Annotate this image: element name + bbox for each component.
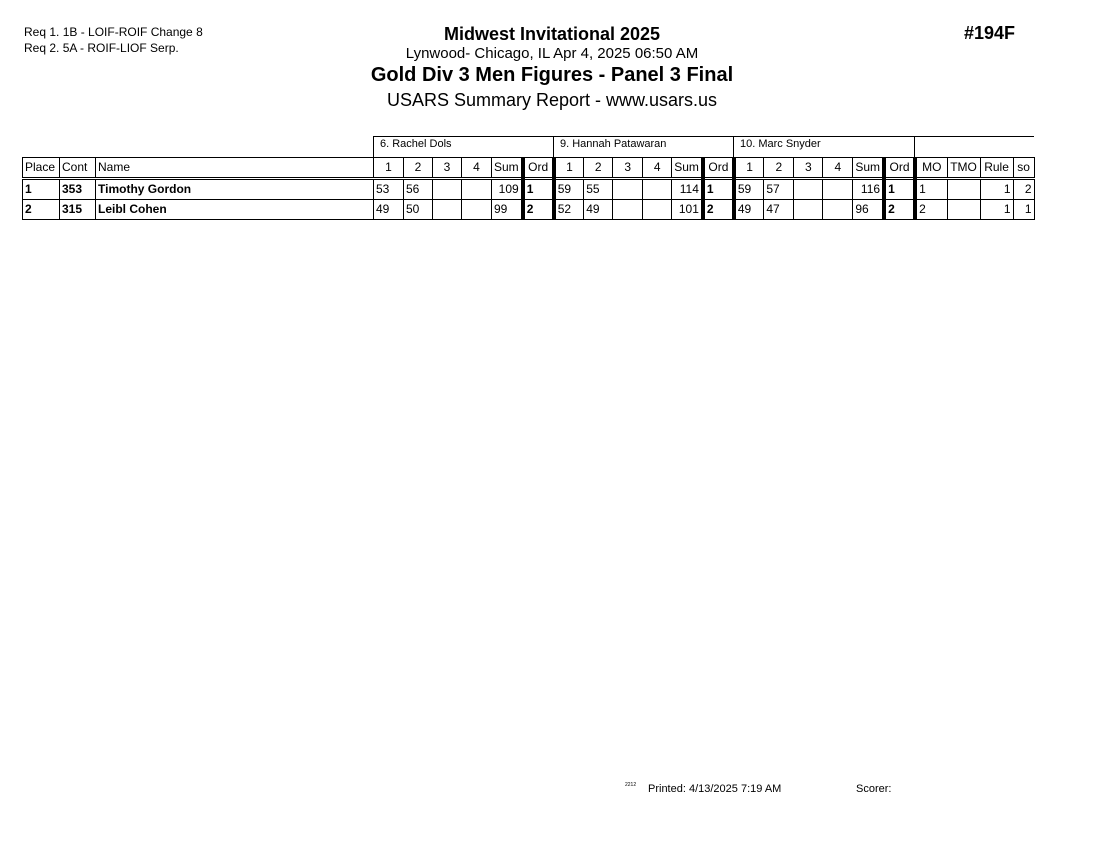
- score-cell: 50: [403, 199, 433, 220]
- col-score-1: 1: [551, 157, 585, 180]
- col-sum: Sum: [490, 157, 524, 180]
- score-cell: 55: [583, 178, 614, 200]
- score-cell: [822, 199, 854, 220]
- score-cell: [822, 178, 854, 200]
- cont-cell: 315: [59, 199, 96, 220]
- table-row: 1 353 Timothy Gordon 53 56 109 1 59 55 114 1 59 57 11…: [22, 178, 1035, 200]
- score-cell: [432, 199, 462, 220]
- score-cell: [461, 199, 492, 220]
- location-date: Lynwood- Chicago, IL Apr 4, 2025 06:50 A…: [405, 45, 699, 62]
- col-score-3: 3: [432, 157, 462, 180]
- tmo-cell: [946, 199, 981, 220]
- col-so: so: [1012, 157, 1035, 180]
- mo-cell: 1: [913, 178, 948, 200]
- col-cont: Cont: [59, 157, 96, 180]
- score-cell: 59: [551, 178, 585, 200]
- score-cell: 52: [551, 199, 585, 220]
- col-score-1: 1: [373, 157, 404, 180]
- col-sum: Sum: [852, 157, 885, 180]
- sum-cell: 96: [852, 199, 885, 220]
- col-score-3: 3: [612, 157, 644, 180]
- col-place: Place: [22, 157, 60, 180]
- score-cell: [461, 178, 492, 200]
- sum-cell: 114: [671, 178, 704, 200]
- judge-name: 10. Marc Snyder: [733, 136, 915, 158]
- col-score-3: 3: [793, 157, 824, 180]
- event-number: #194F: [964, 23, 1016, 43]
- competition-title: Midwest Invitational 2025: [443, 24, 661, 44]
- requirement-2: Req 2. 5A - ROIF-LIOF Serp.: [24, 41, 179, 55]
- score-cell: [432, 178, 462, 200]
- judge-header: 6. Rachel Dols 9. Hannah Patawaran 10. M…: [373, 136, 1034, 158]
- ord-cell: 2: [520, 199, 555, 220]
- col-rule: Rule: [979, 157, 1014, 180]
- ord-cell: 1: [882, 178, 916, 200]
- place-cell: 1: [22, 178, 60, 200]
- ord-cell: 2: [700, 199, 735, 220]
- ord-cell: 1: [700, 178, 735, 200]
- score-cell: [793, 178, 824, 200]
- col-tmo: TMO: [946, 157, 981, 180]
- so-cell: 1: [1012, 199, 1035, 220]
- col-score-2: 2: [403, 157, 433, 180]
- col-score-4: 4: [642, 157, 673, 180]
- col-ord: Ord: [520, 157, 555, 180]
- results-table: Place Cont Name 1 2 3 4 Sum Ord 1 2 3 4 Sum Ord 1 2 3 4 Sum…: [22, 157, 1035, 220]
- score-cell: [793, 199, 824, 220]
- judge-name: 9. Hannah Patawaran: [553, 136, 734, 158]
- sum-cell: 109: [490, 178, 524, 200]
- scorer-label: Scorer:: [856, 783, 892, 795]
- header-row: Place Cont Name 1 2 3 4 Sum Ord 1 2 3 4 Sum Ord 1 2 3 4 Sum…: [22, 157, 1035, 180]
- col-mo: MO: [913, 157, 948, 180]
- score-cell: 49: [731, 199, 765, 220]
- score-cell: 56: [403, 178, 433, 200]
- judge-header-spacer: [914, 136, 1034, 158]
- col-score-2: 2: [763, 157, 795, 180]
- col-score-1: 1: [731, 157, 765, 180]
- name-cell: Timothy Gordon: [95, 178, 374, 200]
- score-cell: 59: [731, 178, 765, 200]
- version-code: 2212: [625, 782, 637, 788]
- col-score-4: 4: [461, 157, 492, 180]
- event-title: Gold Div 3 Men Figures - Panel 3 Final: [370, 64, 734, 86]
- table-row: 2 315 Leibl Cohen 49 50 99 2 52 49 101 2 49 47 96 2 2 1 1: [22, 199, 1035, 220]
- sum-cell: 116: [852, 178, 885, 200]
- col-sum: Sum: [671, 157, 704, 180]
- score-cell: 47: [763, 199, 795, 220]
- score-cell: [612, 199, 644, 220]
- so-cell: 2: [1012, 178, 1035, 200]
- rule-cell: 1: [979, 178, 1014, 200]
- report-title: USARS Summary Report - www.usars.us: [386, 90, 718, 110]
- ord-cell: 1: [520, 178, 555, 200]
- judge-name: 6. Rachel Dols: [373, 136, 554, 158]
- tmo-cell: [946, 178, 981, 200]
- score-cell: 57: [763, 178, 795, 200]
- cont-cell: 353: [59, 178, 96, 200]
- requirement-1: Req 1. 1B - LOIF-ROIF Change 8: [24, 25, 203, 39]
- score-cell: 49: [583, 199, 614, 220]
- printed-date: Printed: 4/13/2025 7:19 AM: [648, 783, 782, 795]
- score-cell: 53: [373, 178, 404, 200]
- score-cell: [642, 178, 673, 200]
- col-score-4: 4: [822, 157, 854, 180]
- sum-cell: 101: [671, 199, 704, 220]
- place-cell: 2: [22, 199, 60, 220]
- col-ord: Ord: [700, 157, 735, 180]
- col-ord: Ord: [882, 157, 916, 180]
- col-score-2: 2: [583, 157, 614, 180]
- ord-cell: 2: [882, 199, 916, 220]
- rule-cell: 1: [979, 199, 1014, 220]
- col-name: Name: [95, 157, 374, 180]
- mo-cell: 2: [913, 199, 948, 220]
- sum-cell: 99: [490, 199, 524, 220]
- score-cell: 49: [373, 199, 404, 220]
- score-cell: [642, 199, 673, 220]
- score-cell: [612, 178, 644, 200]
- name-cell: Leibl Cohen: [95, 199, 374, 220]
